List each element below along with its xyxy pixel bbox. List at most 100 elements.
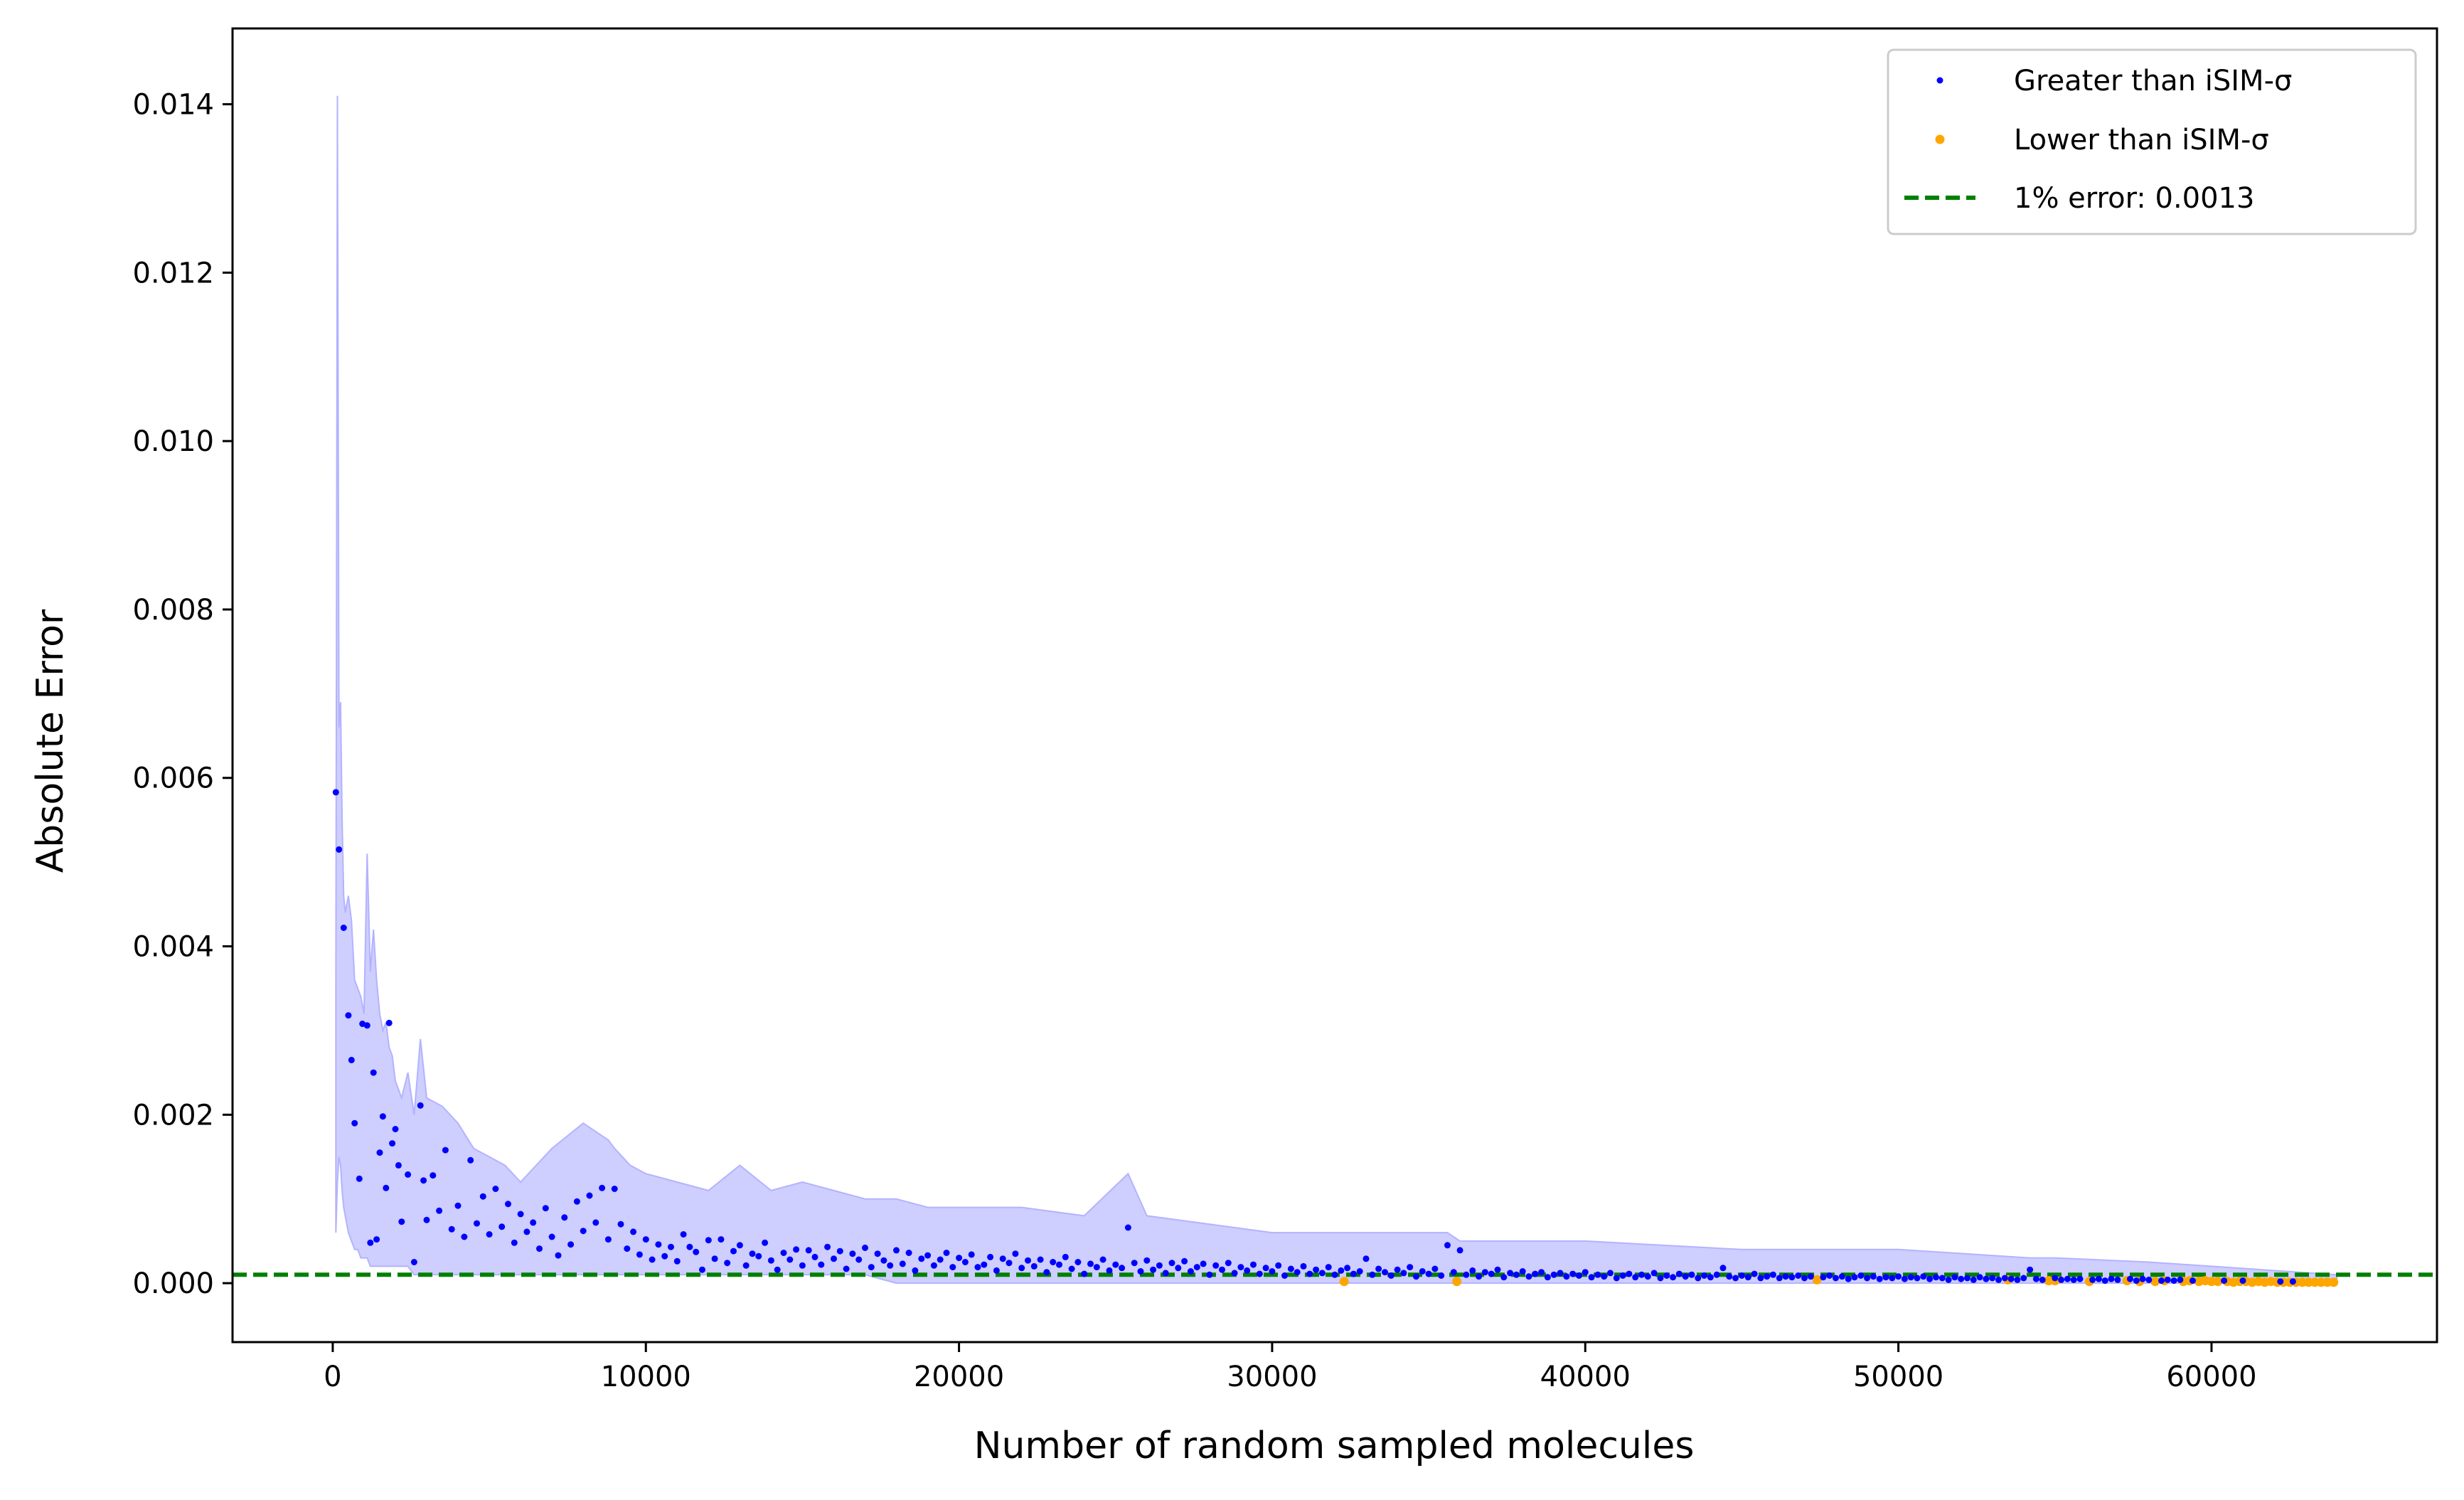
y-tick-label: 0.006 [132, 762, 214, 795]
x-tick-label: 40000 [1540, 1361, 1631, 1393]
point-greater [1313, 1266, 1320, 1273]
point-greater [793, 1246, 800, 1253]
point-greater [2170, 1277, 2177, 1284]
point-lower [2329, 1277, 2339, 1287]
point-greater [1626, 1270, 1633, 1277]
point-greater [1607, 1270, 1614, 1277]
point-greater [1318, 1270, 1326, 1277]
point-greater [1563, 1273, 1570, 1280]
point-greater [1394, 1266, 1401, 1273]
point-greater [536, 1245, 543, 1252]
point-greater [1206, 1271, 1213, 1278]
point-greater [1876, 1275, 1883, 1282]
point-greater [1181, 1257, 1188, 1265]
point-greater [348, 1056, 355, 1063]
point-greater [1369, 1271, 1376, 1278]
point-greater [1175, 1265, 1182, 1272]
x-tick-label: 0 [324, 1361, 341, 1393]
point-greater [1344, 1265, 1351, 1272]
point-greater [2032, 1275, 2039, 1282]
point-greater [1168, 1260, 1175, 1267]
point-greater [1212, 1262, 1220, 1269]
point-greater [1494, 1266, 1501, 1273]
point-greater [1757, 1275, 1764, 1282]
y-tick-label: 0.000 [132, 1267, 214, 1300]
point-greater [1074, 1259, 1082, 1265]
point-greater [1983, 1275, 1990, 1282]
point-greater [1601, 1273, 1608, 1280]
point-greater [1519, 1268, 1526, 1275]
point-greater [1989, 1275, 1996, 1282]
point-greater [511, 1239, 518, 1246]
point-greater [1538, 1269, 1545, 1276]
point-greater [2277, 1278, 2284, 1285]
point-greater [1131, 1260, 1138, 1267]
point-greater [474, 1220, 480, 1227]
point-greater [351, 1119, 358, 1127]
point-greater [755, 1252, 762, 1260]
point-greater [905, 1250, 912, 1256]
point-greater [818, 1261, 825, 1268]
point-greater [530, 1219, 537, 1226]
point-greater [1776, 1275, 1783, 1282]
point-greater [1632, 1274, 1639, 1281]
point-greater [1444, 1242, 1451, 1249]
point-lower [2213, 1277, 2223, 1287]
point-greater [1362, 1255, 1370, 1262]
point-greater [1124, 1224, 1131, 1231]
point-greater [1156, 1262, 1163, 1269]
plot-frame [231, 27, 2438, 1344]
point-greater [1670, 1274, 1677, 1281]
point-greater [1976, 1274, 1983, 1281]
point-greater [1275, 1262, 1282, 1269]
point-greater [1732, 1275, 1739, 1282]
point-greater [1237, 1264, 1244, 1271]
point-greater [332, 789, 339, 796]
point-greater [1287, 1265, 1294, 1272]
point-greater [1895, 1273, 1902, 1280]
point-greater [1413, 1273, 1419, 1280]
point-greater [849, 1250, 856, 1257]
point-greater [1933, 1274, 1939, 1281]
point-greater [799, 1262, 806, 1269]
point-greater [668, 1243, 674, 1250]
point-greater [774, 1266, 781, 1273]
point-greater [880, 1257, 887, 1264]
point-greater [1582, 1269, 1589, 1276]
point-greater [405, 1171, 412, 1178]
point-greater [580, 1228, 587, 1235]
point-greater [1338, 1267, 1345, 1274]
point-greater [1356, 1268, 1363, 1275]
point-greater [961, 1259, 969, 1265]
point-greater [1619, 1272, 1626, 1279]
point-greater [943, 1250, 950, 1256]
point-greater [680, 1231, 687, 1238]
point-lower [2150, 1277, 2160, 1287]
point-greater [436, 1207, 443, 1214]
point-lower [1452, 1277, 1462, 1287]
point-greater [423, 1216, 430, 1223]
point-greater [1713, 1271, 1720, 1278]
point-greater [1838, 1273, 1845, 1280]
x-tick-label: 10000 [601, 1361, 691, 1393]
point-greater [592, 1219, 599, 1226]
point-greater [1068, 1265, 1075, 1272]
point-greater [617, 1220, 624, 1228]
point-greater [2164, 1276, 2171, 1283]
point-greater [862, 1244, 868, 1251]
point-greater [1926, 1275, 1934, 1282]
point-greater [2095, 1275, 2102, 1282]
point-greater [1738, 1272, 1745, 1279]
point-greater [1833, 1275, 1839, 1282]
x-tick-label: 30000 [1227, 1361, 1317, 1393]
point-greater [1889, 1275, 1896, 1282]
point-greater [655, 1241, 662, 1248]
point-greater [1306, 1270, 1313, 1277]
point-greater [1269, 1268, 1276, 1275]
point-greater [786, 1256, 794, 1263]
point-greater [2221, 1277, 2228, 1284]
point-greater [1682, 1273, 1689, 1280]
legend-marker-lower [1935, 134, 1945, 144]
point-greater [1025, 1257, 1031, 1264]
